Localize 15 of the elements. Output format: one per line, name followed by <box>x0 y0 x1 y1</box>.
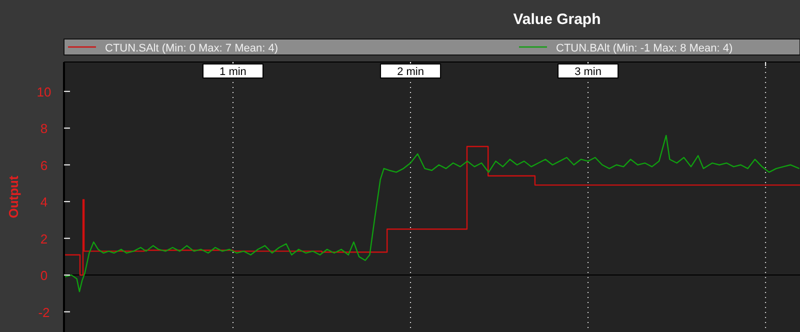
chart-title: Value Graph <box>513 11 601 28</box>
y-tick-label: 6 <box>40 158 48 173</box>
legend-label: CTUN.BAlt (Min: -1 Max: 8 Mean: 4) <box>556 42 733 54</box>
x-tick-label: 1 min <box>220 66 246 78</box>
x-tick-label: 3 min <box>574 66 602 78</box>
y-tick-label: 0 <box>40 268 48 284</box>
legend-label: CTUN.SAlt (Min: 0 Max: 7 Mean: 4) <box>105 42 278 54</box>
y-tick-label: -2 <box>38 304 50 320</box>
y-tick-label: 10 <box>36 84 52 100</box>
y-tick-label: 4 <box>40 194 48 210</box>
x-tick-label: 2 min <box>397 66 424 78</box>
y-tick-label: 8 <box>40 121 48 136</box>
y-axis-title: Output <box>6 175 21 218</box>
y-tick-label: 2 <box>40 231 48 246</box>
line-series <box>64 134 800 292</box>
